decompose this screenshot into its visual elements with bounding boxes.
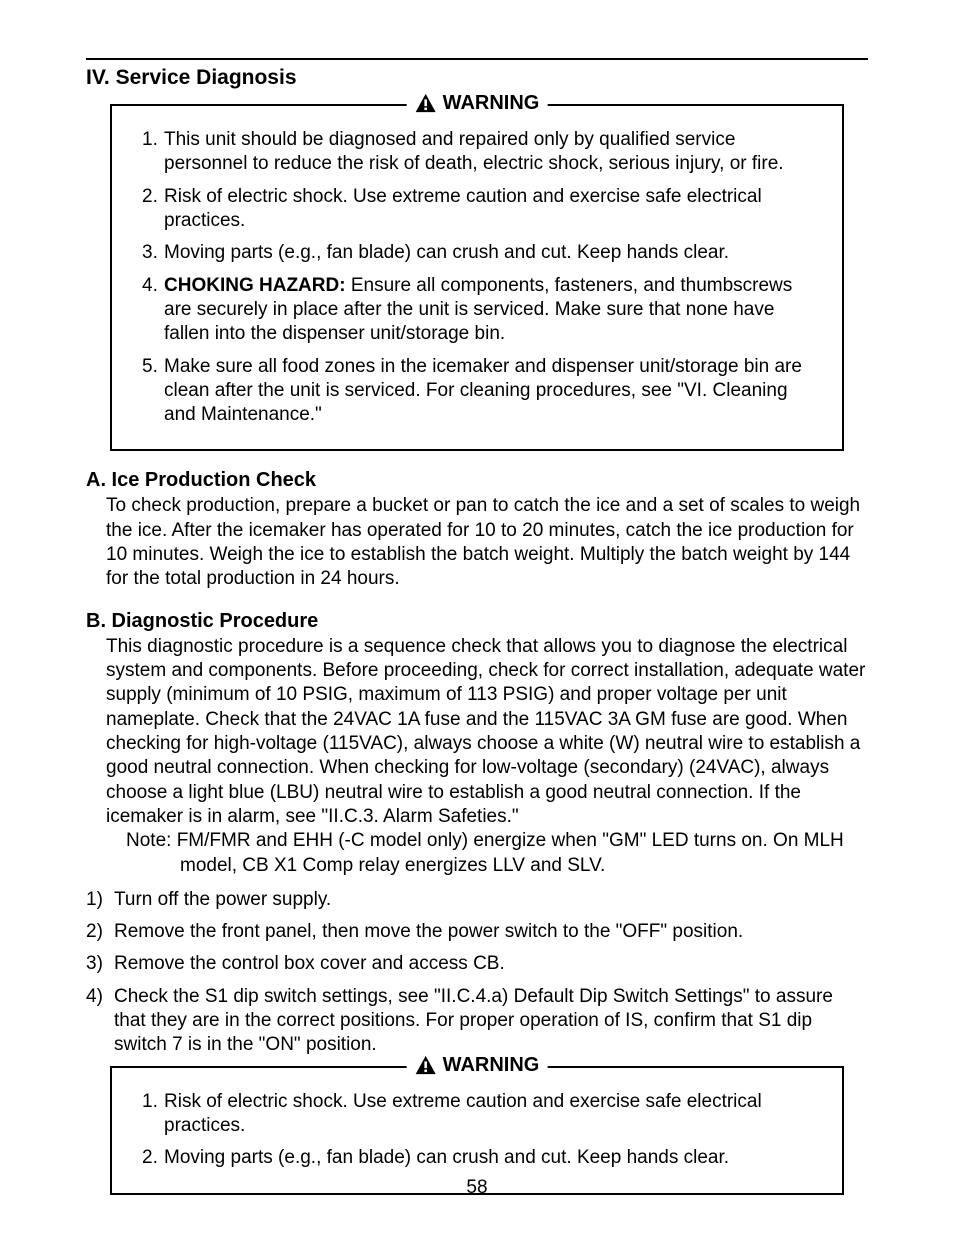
list-number: 5. — [142, 355, 164, 428]
warning-1-item: 3. Moving parts (e.g., fan blade) can cr… — [142, 241, 812, 265]
subsection-a-body: To check production, prepare a bucket or… — [106, 494, 868, 591]
list-text: CHOKING HAZARD: Ensure all components, f… — [164, 274, 812, 347]
step-number: 3) — [86, 952, 114, 976]
step-number: 4) — [86, 985, 114, 1058]
step-text: Remove the control box cover and access … — [114, 952, 868, 976]
warning-triangle-icon — [415, 93, 437, 113]
procedure-step: 3) Remove the control box cover and acce… — [86, 952, 868, 976]
list-number: 1. — [142, 128, 164, 177]
step-number: 2) — [86, 920, 114, 944]
step-text: Check the S1 dip switch settings, see "I… — [114, 985, 868, 1058]
warning-box-1-wrap: WARNING 1. This unit should be diagnosed… — [110, 104, 844, 451]
list-number: 4. — [142, 274, 164, 347]
procedure-step: 1) Turn off the power supply. — [86, 888, 868, 912]
list-number: 1. — [142, 1090, 164, 1139]
warning-1-item: 1. This unit should be diagnosed and rep… — [142, 128, 812, 177]
warning-box-2-wrap: WARNING 1. Risk of electric shock. Use e… — [110, 1066, 844, 1195]
list-text: Moving parts (e.g., fan blade) can crush… — [164, 241, 812, 265]
list-text: Risk of electric shock. Use extreme caut… — [164, 185, 812, 234]
warning-label-text: WARNING — [443, 93, 540, 113]
warning-label-1: WARNING — [407, 93, 548, 113]
warning-2-item: 1. Risk of electric shock. Use extreme c… — [142, 1090, 812, 1139]
warning-1-item: 4. CHOKING HAZARD: Ensure all components… — [142, 274, 812, 347]
procedure-step: 4) Check the S1 dip switch settings, see… — [86, 985, 868, 1058]
procedure-steps: 1) Turn off the power supply. 2) Remove … — [86, 888, 868, 1058]
choking-hazard-label: CHOKING HAZARD: — [164, 275, 346, 296]
warning-label-2: WARNING — [407, 1055, 548, 1075]
warning-2-item: 2. Moving parts (e.g., fan blade) can cr… — [142, 1146, 812, 1170]
list-number: 3. — [142, 241, 164, 265]
list-number: 2. — [142, 185, 164, 234]
step-text: Turn off the power supply. — [114, 888, 868, 912]
list-text: Moving parts (e.g., fan blade) can crush… — [164, 1146, 812, 1170]
subsection-b-body: This diagnostic procedure is a sequence … — [106, 635, 868, 830]
top-rule — [86, 58, 868, 60]
warning-box-1: WARNING 1. This unit should be diagnosed… — [110, 104, 844, 451]
list-text: Make sure all food zones in the icemaker… — [164, 355, 812, 428]
warning-label-text: WARNING — [443, 1055, 540, 1075]
step-text: Remove the front panel, then move the po… — [114, 920, 868, 944]
warning-box-2: WARNING 1. Risk of electric shock. Use e… — [110, 1066, 844, 1195]
warning-2-list: 1. Risk of electric shock. Use extreme c… — [142, 1090, 812, 1171]
page-number: 58 — [0, 1177, 954, 1199]
list-text: This unit should be diagnosed and repair… — [164, 128, 812, 177]
document-page: IV. Service Diagnosis WARNING 1. This un… — [0, 0, 954, 1235]
warning-1-list: 1. This unit should be diagnosed and rep… — [142, 128, 812, 427]
subsection-b-note: Note: FM/FMR and EHH (-C model only) ene… — [126, 829, 868, 878]
procedure-step: 2) Remove the front panel, then move the… — [86, 920, 868, 944]
subsection-a-title: A. Ice Production Check — [86, 469, 868, 492]
warning-1-item: 2. Risk of electric shock. Use extreme c… — [142, 185, 812, 234]
step-number: 1) — [86, 888, 114, 912]
warning-1-item: 5. Make sure all food zones in the icema… — [142, 355, 812, 428]
subsection-b-title: B. Diagnostic Procedure — [86, 610, 868, 633]
section-title: IV. Service Diagnosis — [86, 66, 868, 90]
list-text: Risk of electric shock. Use extreme caut… — [164, 1090, 812, 1139]
list-number: 2. — [142, 1146, 164, 1170]
warning-triangle-icon — [415, 1055, 437, 1075]
